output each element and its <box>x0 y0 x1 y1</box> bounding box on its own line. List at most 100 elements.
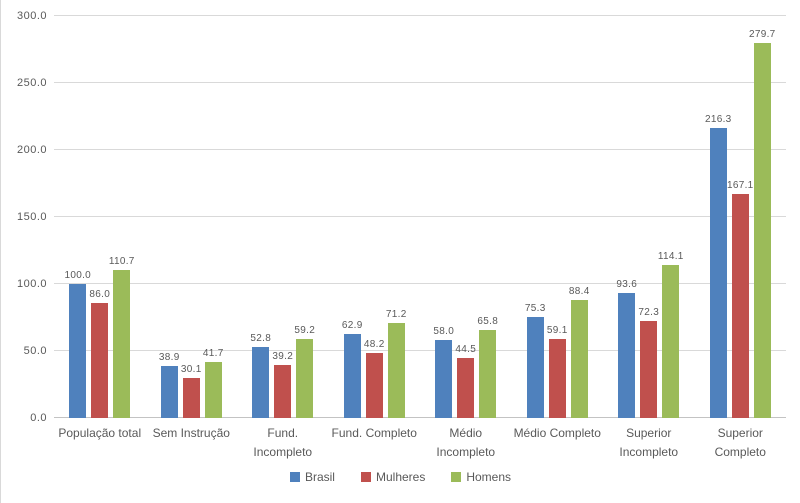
bar <box>113 269 131 418</box>
gridline <box>54 15 786 16</box>
bar-unit: 72.3 <box>638 16 660 418</box>
bar-unit: 58.0 <box>433 16 454 418</box>
category-label-line: População total <box>58 426 142 440</box>
bar-value-label: 44.5 <box>455 344 477 356</box>
bar-unit: 110.7 <box>109 16 134 418</box>
y-axis-tick-label: 200.0 <box>16 143 47 156</box>
bar-unit: 167.1 <box>727 16 753 418</box>
bar-group: 62.9 48.2 71.2 <box>329 16 421 418</box>
y-axis-tick-label: 100.0 <box>16 277 47 290</box>
bar <box>526 317 544 418</box>
bar-group: 100.0 86.0 110.7 <box>54 16 146 418</box>
bar <box>182 377 200 418</box>
category-label-line: Fund. <box>267 426 299 440</box>
category-label-line: Incompleto <box>619 444 679 459</box>
bar <box>387 322 405 418</box>
y-axis-tick-label: 300.0 <box>16 10 47 22</box>
bar-value-label: 167.1 <box>726 180 754 192</box>
y-axis-tick-label: 50.0 <box>23 345 47 357</box>
bar-unit: 88.4 <box>568 16 590 418</box>
gridline <box>54 149 786 151</box>
bar <box>457 358 475 418</box>
category-label-line: Incompleto <box>253 444 313 459</box>
bar-unit: 86.0 <box>89 16 111 418</box>
bar-groups: 100.0 86.0 110.7 38.9 30.1 41.7 52.8 39.2 59.2 62… <box>54 16 786 418</box>
bar-value-label: 52.8 <box>250 333 272 345</box>
bar-unit: 62.9 <box>341 16 363 418</box>
bar-unit: 100.0 <box>64 16 91 418</box>
bar-value-label: 72.3 <box>638 307 660 319</box>
bar <box>69 284 87 418</box>
bar-value-label: 39.2 <box>272 351 294 363</box>
bar-unit: 216.3 <box>705 16 731 418</box>
category-label: Fund. Completo <box>329 424 421 461</box>
legend: Brasil Mulheres Homens <box>1 470 800 484</box>
bar-value-label: 41.7 <box>202 348 224 360</box>
legend-label: Brasil <box>304 470 335 484</box>
category-label: Médio Incompleto <box>420 424 512 461</box>
category-label: Fund. Incompleto <box>237 424 329 461</box>
bar-value-label: 30.1 <box>180 363 202 375</box>
bar-value-label: 86.0 <box>89 288 111 300</box>
bar-group: 93.6 72.3 114.1 <box>603 16 695 418</box>
bar <box>160 365 178 418</box>
bar <box>548 338 566 418</box>
bar-group: 38.9 30.1 41.7 <box>146 16 238 418</box>
gridline <box>54 283 786 285</box>
bar <box>662 265 680 418</box>
category-label-line: Superior <box>626 426 672 440</box>
gridline <box>54 216 786 217</box>
category-label-line: Sem Instrução <box>152 426 230 440</box>
category-label: Médio Completo <box>512 424 604 461</box>
bar-value-label: 59.2 <box>294 324 316 336</box>
gridline <box>54 82 786 83</box>
y-axis-tick-label: 0.0 <box>30 412 47 424</box>
bar <box>731 194 749 418</box>
bar <box>365 353 383 418</box>
legend-swatch-icon <box>360 472 371 482</box>
legend-label: Homens <box>466 470 512 484</box>
bar-value-label: 93.6 <box>616 278 638 290</box>
bar-value-label: 216.3 <box>704 114 732 126</box>
bar-unit: 75.3 <box>525 16 545 418</box>
x-axis-category-labels: População total Sem Instrução Fund. Incompl… <box>54 424 786 461</box>
bar <box>435 340 453 418</box>
category-label-line: Médio Completo <box>513 426 601 440</box>
bar-value-label: 48.2 <box>363 339 385 351</box>
bar-unit: 59.2 <box>294 16 316 418</box>
bar-value-label: 71.2 <box>385 308 407 320</box>
bar <box>618 292 636 418</box>
bar-value-label: 88.4 <box>568 285 590 297</box>
bar <box>709 128 727 418</box>
category-label-line: Completo <box>714 444 766 459</box>
legend-swatch-icon <box>289 472 300 482</box>
category-label-line: Superior <box>717 426 763 440</box>
gridline <box>54 350 786 352</box>
category-label: Superior Completo <box>695 424 787 461</box>
category-label: Sem Instrução <box>146 424 238 461</box>
category-label-line: Fund. Completo <box>331 426 417 440</box>
bar <box>91 302 109 418</box>
bar <box>204 362 222 418</box>
bar-group: 58.0 44.5 65.8 <box>420 16 512 418</box>
category-label-line: Incompleto <box>436 444 496 459</box>
bar-value-label: 114.1 <box>657 251 684 263</box>
category-label: População total <box>54 424 146 461</box>
bar <box>640 321 658 418</box>
bar-group: 52.8 39.2 59.2 <box>237 16 329 418</box>
bar <box>479 329 497 418</box>
y-axis: 0.0 50.0 100.0 150.0 200.0 250.0 300.0 <box>1 10 47 424</box>
y-axis-tick-label: 250.0 <box>16 76 47 89</box>
bar-unit: 114.1 <box>658 16 683 418</box>
legend-label: Mulheres <box>375 470 426 484</box>
bar-group: 75.3 59.1 88.4 <box>512 16 604 418</box>
bar-unit: 30.1 <box>180 16 202 418</box>
bar-value-label: 110.7 <box>108 255 135 267</box>
plot-area: 100.0 86.0 110.7 38.9 30.1 41.7 52.8 39.2 59.2 62… <box>54 15 786 418</box>
bar <box>296 338 314 418</box>
bar-unit: 39.2 <box>272 16 294 418</box>
bar-value-label: 62.9 <box>341 319 363 331</box>
gridline <box>54 417 786 418</box>
bar <box>570 299 588 418</box>
